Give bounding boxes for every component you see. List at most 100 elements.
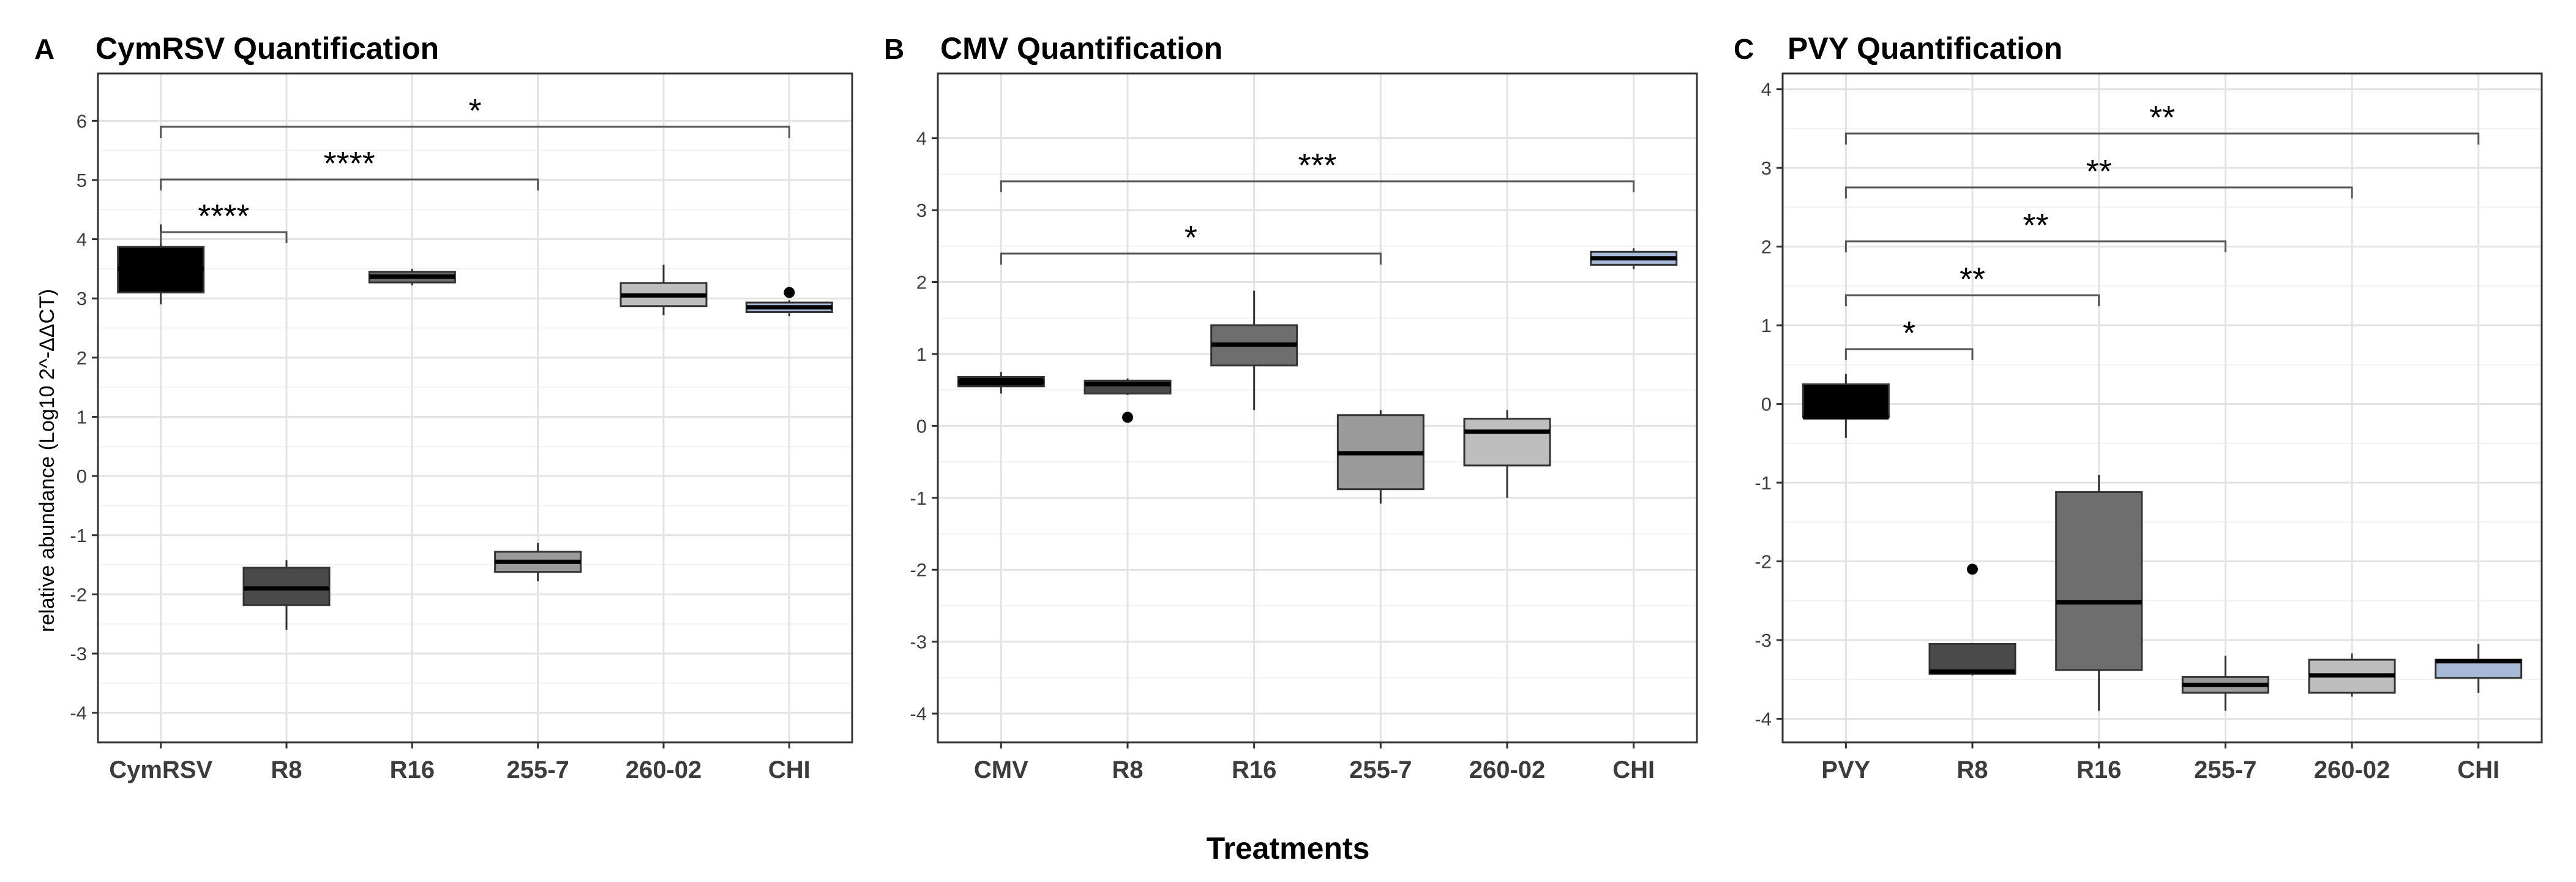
significance-label: **: [2023, 207, 2048, 244]
bracket-line: [160, 231, 288, 243]
significance-label: ****: [198, 198, 249, 235]
y-tick-label: 0: [77, 466, 87, 487]
y-tick-label: 4: [77, 229, 87, 251]
y-tick-label: 0: [916, 415, 927, 437]
x-tick-label: 260-02: [626, 756, 702, 783]
x-tick-label: CymRSV: [109, 756, 212, 783]
x-tick-label: CHI: [1612, 756, 1655, 783]
significance-label: **: [2149, 99, 2175, 136]
boxplot-260-02: [620, 265, 708, 315]
bracket-line: [1844, 294, 2100, 306]
y-tick-label: -4: [1754, 708, 1772, 729]
y-axis-label: relative abundance (Log10 2^-ΔΔCT): [36, 289, 59, 632]
boxplot-260-02: [1463, 410, 1551, 498]
boxplot-255-7: [1336, 410, 1425, 504]
boxplot-r8: [1928, 564, 2016, 676]
significance-bracket: **: [1844, 153, 2353, 198]
plot-border: [97, 72, 853, 744]
significance-bracket: *: [1000, 219, 1382, 265]
y-tick-label: -2: [70, 584, 87, 605]
y-tick-label: -3: [1754, 630, 1772, 651]
boxplot-cmv: [957, 372, 1045, 394]
x-tick-label: R8: [1112, 756, 1143, 783]
boxplot-pvy: [1802, 374, 1890, 438]
y-tick-label: 3: [916, 200, 927, 221]
bracket-line: [1844, 186, 2353, 198]
panels: A CymRSV Quantification 6 5 4 3 2 1 0 -1 -2 -3 -4 Cym…: [34, 31, 2543, 783]
boxplot-chi: [2435, 644, 2523, 693]
significance-bracket: ***: [1000, 147, 1635, 192]
bracket-line: [160, 126, 790, 138]
y-tick-label: 2: [916, 272, 927, 293]
panel-title: PVY Quantification: [1788, 31, 2062, 66]
panel-letter: C: [1734, 33, 1754, 65]
outlier-point: [1967, 564, 1978, 575]
bracket-line: [1000, 252, 1382, 265]
x-tick-label: 255-7: [2194, 756, 2256, 783]
box: [1463, 418, 1551, 467]
boxplot-cymrsv: [117, 224, 205, 304]
plot-background: [1783, 74, 2542, 742]
y-tick-label: 0: [1761, 394, 1772, 415]
box: [1928, 643, 2016, 675]
boxplot-chi: [1590, 248, 1678, 270]
panel-title: CymRSV Quantification: [95, 31, 439, 66]
boxplot-255-7: [494, 543, 582, 582]
box: [2055, 491, 2143, 671]
boxplot-r8: [242, 560, 331, 630]
significance-label: *: [1903, 315, 1915, 352]
x-tick-label: R16: [1232, 756, 1276, 783]
boxplot-r16: [2055, 475, 2143, 711]
x-tick-label: CMV: [974, 756, 1028, 783]
significance-label: ****: [324, 145, 375, 182]
x-tick-label: R16: [390, 756, 435, 783]
x-tick-label: R8: [1956, 756, 1988, 783]
significance-bracket: *: [160, 92, 790, 138]
plot-border: [1781, 72, 2543, 744]
y-tick-label: 5: [77, 170, 87, 191]
y-tick-label: -1: [1754, 472, 1772, 494]
panel-title: CMV Quantification: [940, 31, 1222, 66]
y-tick-label: 1: [77, 406, 87, 428]
significance-bracket: *: [1844, 315, 1974, 360]
plot-background: [98, 74, 852, 742]
y-tick-label: 4: [1761, 79, 1772, 100]
y-tick-label: -2: [910, 559, 927, 581]
boxplot-r8: [1084, 378, 1172, 423]
x-tick-label: CHI: [768, 756, 811, 783]
y-tick-label: -1: [70, 525, 87, 546]
y-tick-label: 1: [916, 344, 927, 365]
panel-letter: B: [884, 33, 904, 65]
y-tick-label: 4: [916, 128, 927, 149]
significance-bracket: **: [1844, 99, 2480, 145]
significance-bracket: ****: [160, 198, 288, 243]
panel-c: C PVY Quantification 4 3 2 1 0 -1 -2 -3 -4 PVY R8 R16…: [1734, 31, 2543, 783]
box: [1802, 383, 1890, 418]
bracket-line: [1000, 180, 1635, 192]
x-tick-label: 260-02: [1469, 756, 1546, 783]
boxplot-260-02: [2308, 653, 2396, 697]
x-tick-label: 255-7: [507, 756, 569, 783]
x-tick-label: CHI: [2457, 756, 2499, 783]
y-tick-label: -4: [70, 703, 87, 724]
bracket-line: [1844, 240, 2226, 252]
y-tick-label: 3: [1761, 157, 1772, 179]
y-tick-label: -1: [910, 488, 927, 509]
boxplot-chi: [745, 287, 833, 317]
y-tick-label: 1: [1761, 315, 1772, 336]
plot-border: [937, 72, 1698, 744]
y-tick-label: 2: [1761, 236, 1772, 258]
y-tick-label: -4: [910, 703, 927, 725]
significance-bracket: **: [1844, 261, 2100, 306]
y-tick-label: 6: [77, 110, 87, 132]
y-tick-label: 2: [77, 347, 87, 369]
significance-label: *: [1185, 219, 1197, 256]
panel-letter: A: [34, 33, 54, 65]
x-tick-label: 255-7: [1349, 756, 1412, 783]
significance-label: ***: [1298, 147, 1336, 184]
y-tick-label: 3: [77, 288, 87, 309]
y-tick-label: -2: [1754, 551, 1772, 573]
panel-b: B CMV Quantification 4 3 2 1 0 -1 -2 -3 -4 CMV R8 R16…: [884, 31, 1698, 783]
x-tick-label: R16: [2076, 756, 2121, 783]
